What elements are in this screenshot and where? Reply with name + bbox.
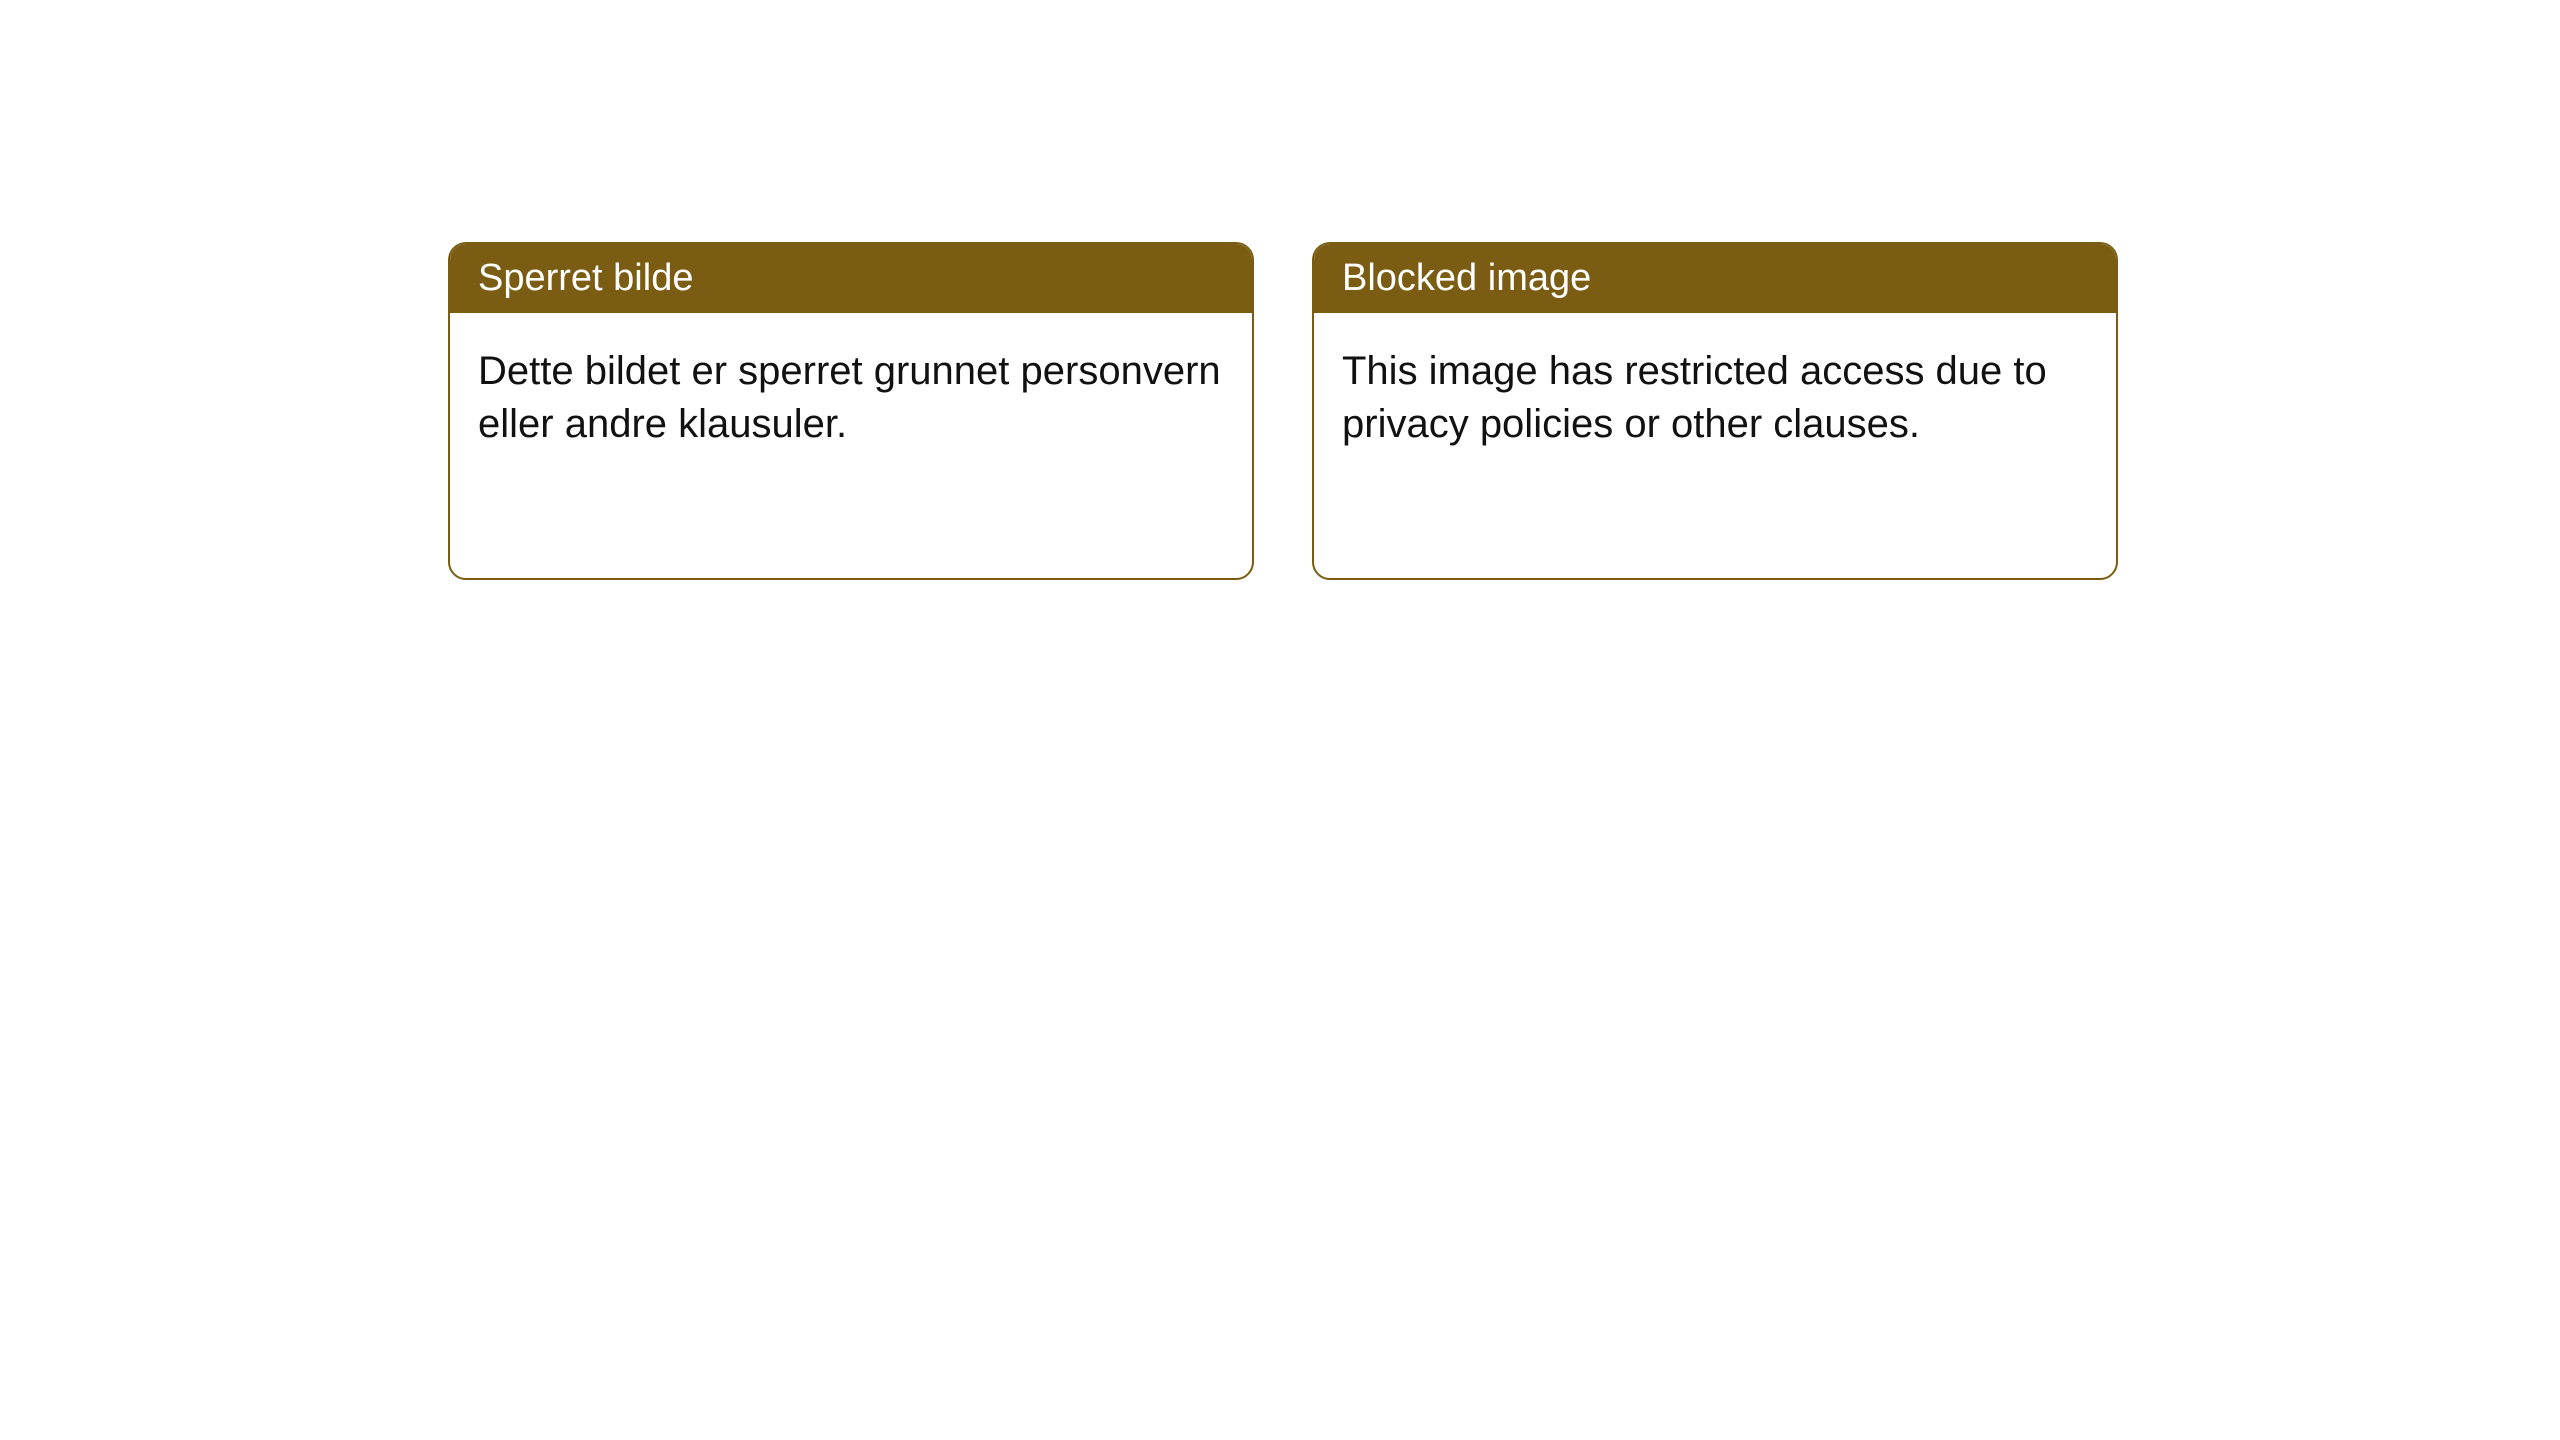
notice-container: Sperret bilde Dette bildet er sperret gr…: [448, 242, 2118, 580]
notice-title-norwegian: Sperret bilde: [450, 244, 1252, 313]
notice-card-norwegian: Sperret bilde Dette bildet er sperret gr…: [448, 242, 1254, 580]
notice-title-english: Blocked image: [1314, 244, 2116, 313]
notice-body-norwegian: Dette bildet er sperret grunnet personve…: [450, 313, 1252, 483]
notice-body-english: This image has restricted access due to …: [1314, 313, 2116, 483]
notice-card-english: Blocked image This image has restricted …: [1312, 242, 2118, 580]
